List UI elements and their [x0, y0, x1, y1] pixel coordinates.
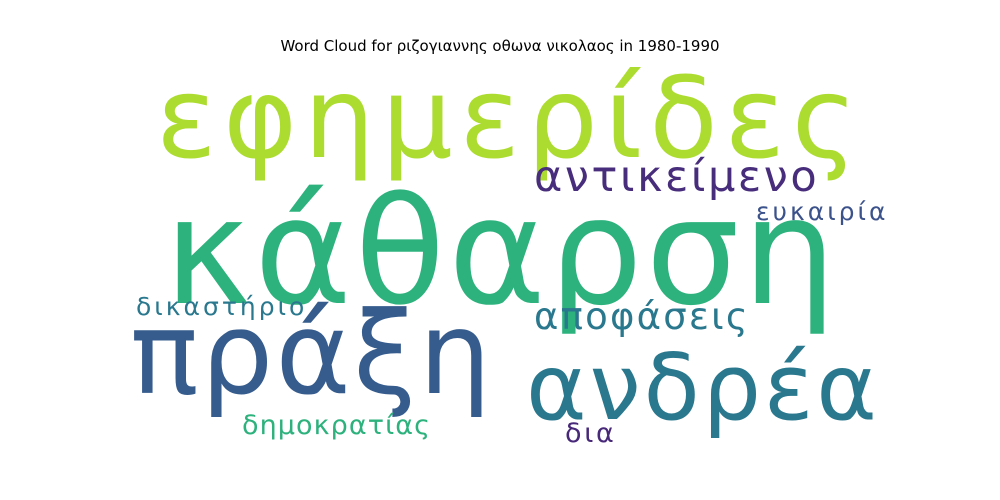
- word-efimerides: εφημερίδες: [156, 54, 865, 184]
- word-apofaseis: αποφάσεις: [534, 295, 750, 338]
- word-andrea: ανδρέα: [526, 334, 880, 441]
- word-praxi: πράξη: [130, 287, 494, 420]
- word-dimokratias: δημοκρατίας: [242, 410, 432, 441]
- word-eukairia: ευκαιρία: [756, 197, 889, 226]
- chart-title: Word Cloud for ριζογιαννης οθωνα νικολαο…: [280, 37, 720, 55]
- word-antikeimeno: αντικείμενο: [534, 152, 820, 202]
- word-dikastirio: δικαστήριο: [136, 292, 308, 321]
- word-katharsi: κάθαρση: [164, 166, 840, 338]
- word-dia: δια: [565, 418, 617, 449]
